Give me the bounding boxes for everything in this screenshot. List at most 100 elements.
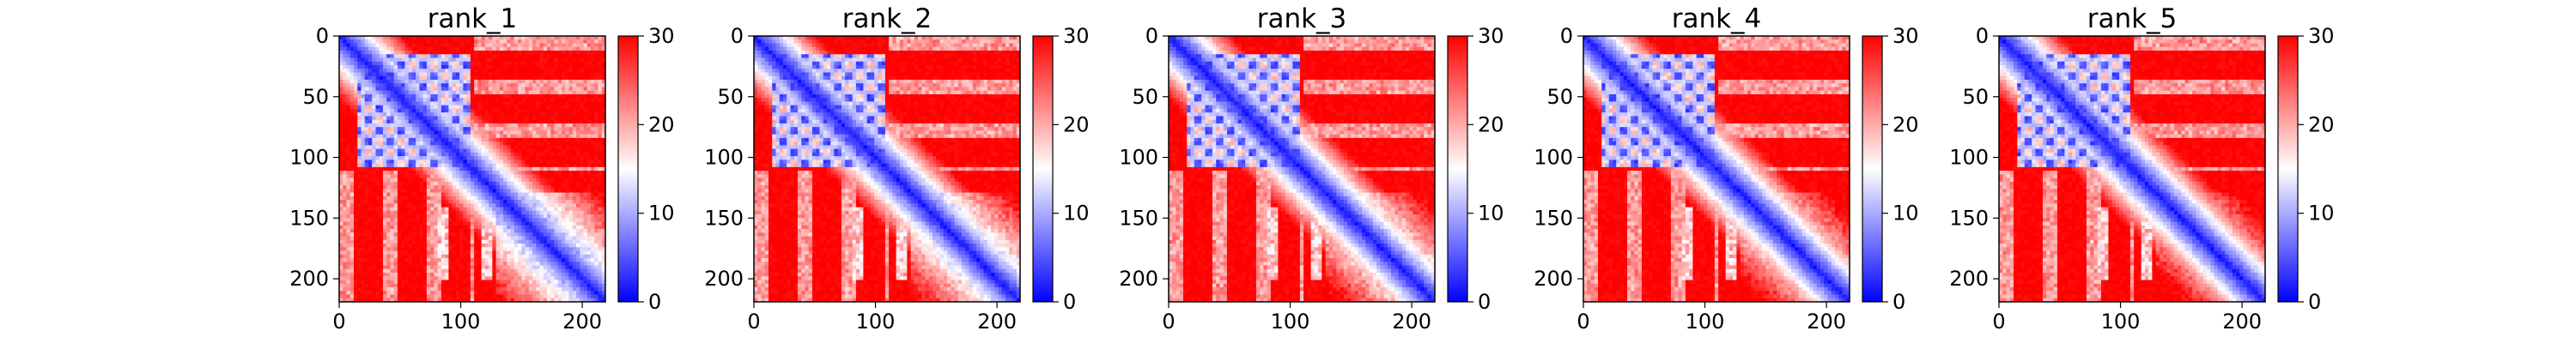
heatmap-cell [419, 39, 424, 44]
heatmap-cell [440, 225, 446, 230]
heatmap-cell [466, 79, 471, 84]
heatmap-cell [510, 244, 515, 248]
heatmap-cell [583, 130, 588, 135]
heatmap-cell [477, 57, 483, 63]
heatmap-cell [489, 83, 493, 87]
heatmap-cell [518, 152, 522, 157]
heatmap-cell [426, 218, 431, 222]
heatmap-cell [499, 210, 504, 215]
heatmap-cell [503, 247, 507, 251]
heatmap-cell [452, 69, 457, 73]
heatmap-cell [346, 83, 351, 87]
heatmap-cell [507, 152, 511, 157]
heatmap-cell [368, 273, 373, 277]
heatmap-cell [393, 39, 398, 44]
heatmap-cell [484, 108, 489, 113]
heatmap-cell [463, 105, 468, 110]
heatmap-cell [466, 90, 471, 95]
heatmap-cell [357, 247, 361, 251]
heatmap-cell [591, 221, 595, 226]
heatmap-cell [382, 152, 387, 157]
heatmap-cell [539, 163, 544, 168]
heatmap-cell [477, 83, 483, 87]
heatmap-cell [368, 221, 373, 226]
heatmap-cell [525, 93, 530, 99]
heatmap-cell [576, 46, 580, 51]
heatmap-cell [361, 239, 366, 244]
heatmap-cell [489, 276, 493, 280]
heatmap-cell [580, 262, 584, 266]
heatmap-cell [568, 203, 574, 208]
heatmap-cell [557, 262, 562, 266]
heatmap-cell [430, 61, 434, 66]
heatmap-cell [503, 116, 507, 121]
heatmap-cell [459, 123, 464, 128]
heatmap-cell [372, 258, 376, 262]
heatmap-cell [401, 50, 405, 55]
heatmap-cell [591, 163, 595, 168]
heatmap-cell [353, 54, 358, 58]
heatmap-cell [416, 108, 420, 113]
heatmap-cell [525, 273, 530, 277]
heatmap-cell [466, 178, 471, 183]
heatmap-cell [586, 210, 592, 215]
heatmap-cell [528, 75, 533, 81]
heatmap-cell [532, 101, 537, 106]
heatmap-cell [379, 43, 384, 48]
heatmap-cell [379, 214, 384, 219]
heatmap-cell [539, 229, 544, 233]
heatmap-cell [528, 46, 533, 51]
heatmap-cell [408, 61, 413, 66]
heatmap-cell [357, 116, 361, 121]
heatmap-cell [397, 218, 402, 222]
heatmap-cell [547, 90, 551, 95]
heatmap-cell [576, 152, 580, 157]
heatmap-cell [481, 258, 486, 262]
heatmap-cell [565, 108, 569, 113]
heatmap-cell [404, 207, 410, 212]
heatmap-cell [510, 181, 515, 186]
heatmap-cell [594, 79, 598, 84]
heatmap-cell [572, 174, 577, 179]
heatmap-cell [580, 225, 584, 230]
heatmap-cell [536, 130, 540, 135]
heatmap-cell [445, 163, 449, 168]
heatmap-cell [452, 152, 457, 157]
heatmap-cell [349, 185, 355, 190]
heatmap-cell [518, 46, 522, 51]
heatmap-cell [353, 207, 358, 212]
heatmap-cell [532, 239, 537, 244]
heatmap-cell [434, 43, 439, 48]
heatmap-cell [364, 105, 369, 110]
heatmap-cell [426, 108, 431, 113]
heatmap-cell [434, 46, 439, 51]
heatmap-cell [416, 268, 420, 274]
heatmap-cell [499, 152, 504, 157]
heatmap-cell [565, 181, 569, 186]
heatmap-cell [572, 250, 577, 256]
heatmap-cell [518, 119, 522, 124]
heatmap-cell [474, 273, 478, 277]
heatmap-cell [489, 178, 493, 183]
heatmap-cell [459, 265, 464, 270]
heatmap-cell [528, 229, 533, 233]
heatmap-cell [583, 185, 588, 190]
heatmap-cell [565, 134, 569, 139]
heatmap-cell [463, 268, 468, 274]
heatmap-cell [543, 156, 548, 160]
heatmap-cell [499, 244, 504, 248]
heatmap-cell [489, 130, 493, 135]
heatmap-cell [586, 166, 592, 172]
heatmap-cell [419, 61, 424, 66]
heatmap-cell [513, 134, 519, 139]
heatmap-cell [375, 265, 380, 270]
heatmap-cell [411, 262, 416, 266]
heatmap-cell [452, 273, 457, 277]
heatmap-cell [477, 207, 483, 212]
heatmap-cell [568, 244, 574, 248]
heatmap-cell [521, 192, 526, 197]
heatmap-cell [382, 54, 387, 58]
heatmap-cell [492, 254, 497, 259]
heatmap-cell [361, 90, 366, 95]
heatmap-cell [470, 72, 475, 77]
